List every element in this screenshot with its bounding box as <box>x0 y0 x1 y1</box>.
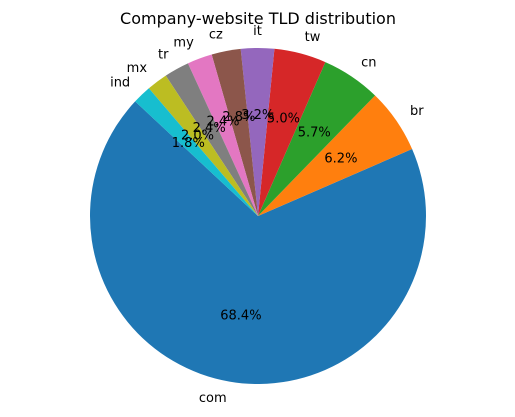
slice-label-it: it <box>253 24 262 39</box>
slice-label-tr: tr <box>158 47 169 62</box>
pie-slice-it <box>240 48 275 217</box>
pie-slice-br <box>258 95 413 216</box>
pie-slice-com <box>90 101 426 384</box>
slice-percent-ind: 1.8% <box>172 136 205 151</box>
slice-percent-tw: 5.0% <box>267 111 300 126</box>
slice-percent-mx: 2.0% <box>181 128 214 143</box>
slice-label-br: br <box>410 104 424 119</box>
pie-slice-ind <box>135 88 258 216</box>
slice-label-cz: cz <box>209 28 223 43</box>
slice-label-my: my <box>173 36 194 51</box>
pie-slice-tr <box>165 63 258 216</box>
pie-slices <box>90 48 426 384</box>
pie-slice-cn <box>258 62 376 217</box>
slice-percent-cz: 2.8% <box>222 110 255 125</box>
slice-percent-it: 3.2% <box>241 108 274 123</box>
pie-slice-mx <box>148 75 258 216</box>
slice-percent-my: 2.4% <box>206 114 239 129</box>
pie-slice-my <box>187 54 258 216</box>
slice-percent-br: 6.2% <box>324 152 357 167</box>
chart-title: Company-website TLD distribution <box>120 9 396 28</box>
slice-label-cn: cn <box>361 56 376 71</box>
slice-label-com: com <box>199 391 227 406</box>
slice-label-ind: ind <box>110 76 130 91</box>
pie-slice-cz <box>211 48 258 217</box>
slice-percent-cn: 5.7% <box>298 125 331 140</box>
slice-percent-com: 68.4% <box>220 308 261 323</box>
slice-label-mx: mx <box>127 61 148 76</box>
slice-label-tw: tw <box>305 30 321 45</box>
pie-labels: com 68.4% br 6.2% cn 5.7% tw 5.0% it 3.2% cz 2.8% my… <box>110 24 424 406</box>
pie-slice-tw <box>258 48 326 217</box>
slice-percent-tr: 2.4% <box>193 121 226 136</box>
